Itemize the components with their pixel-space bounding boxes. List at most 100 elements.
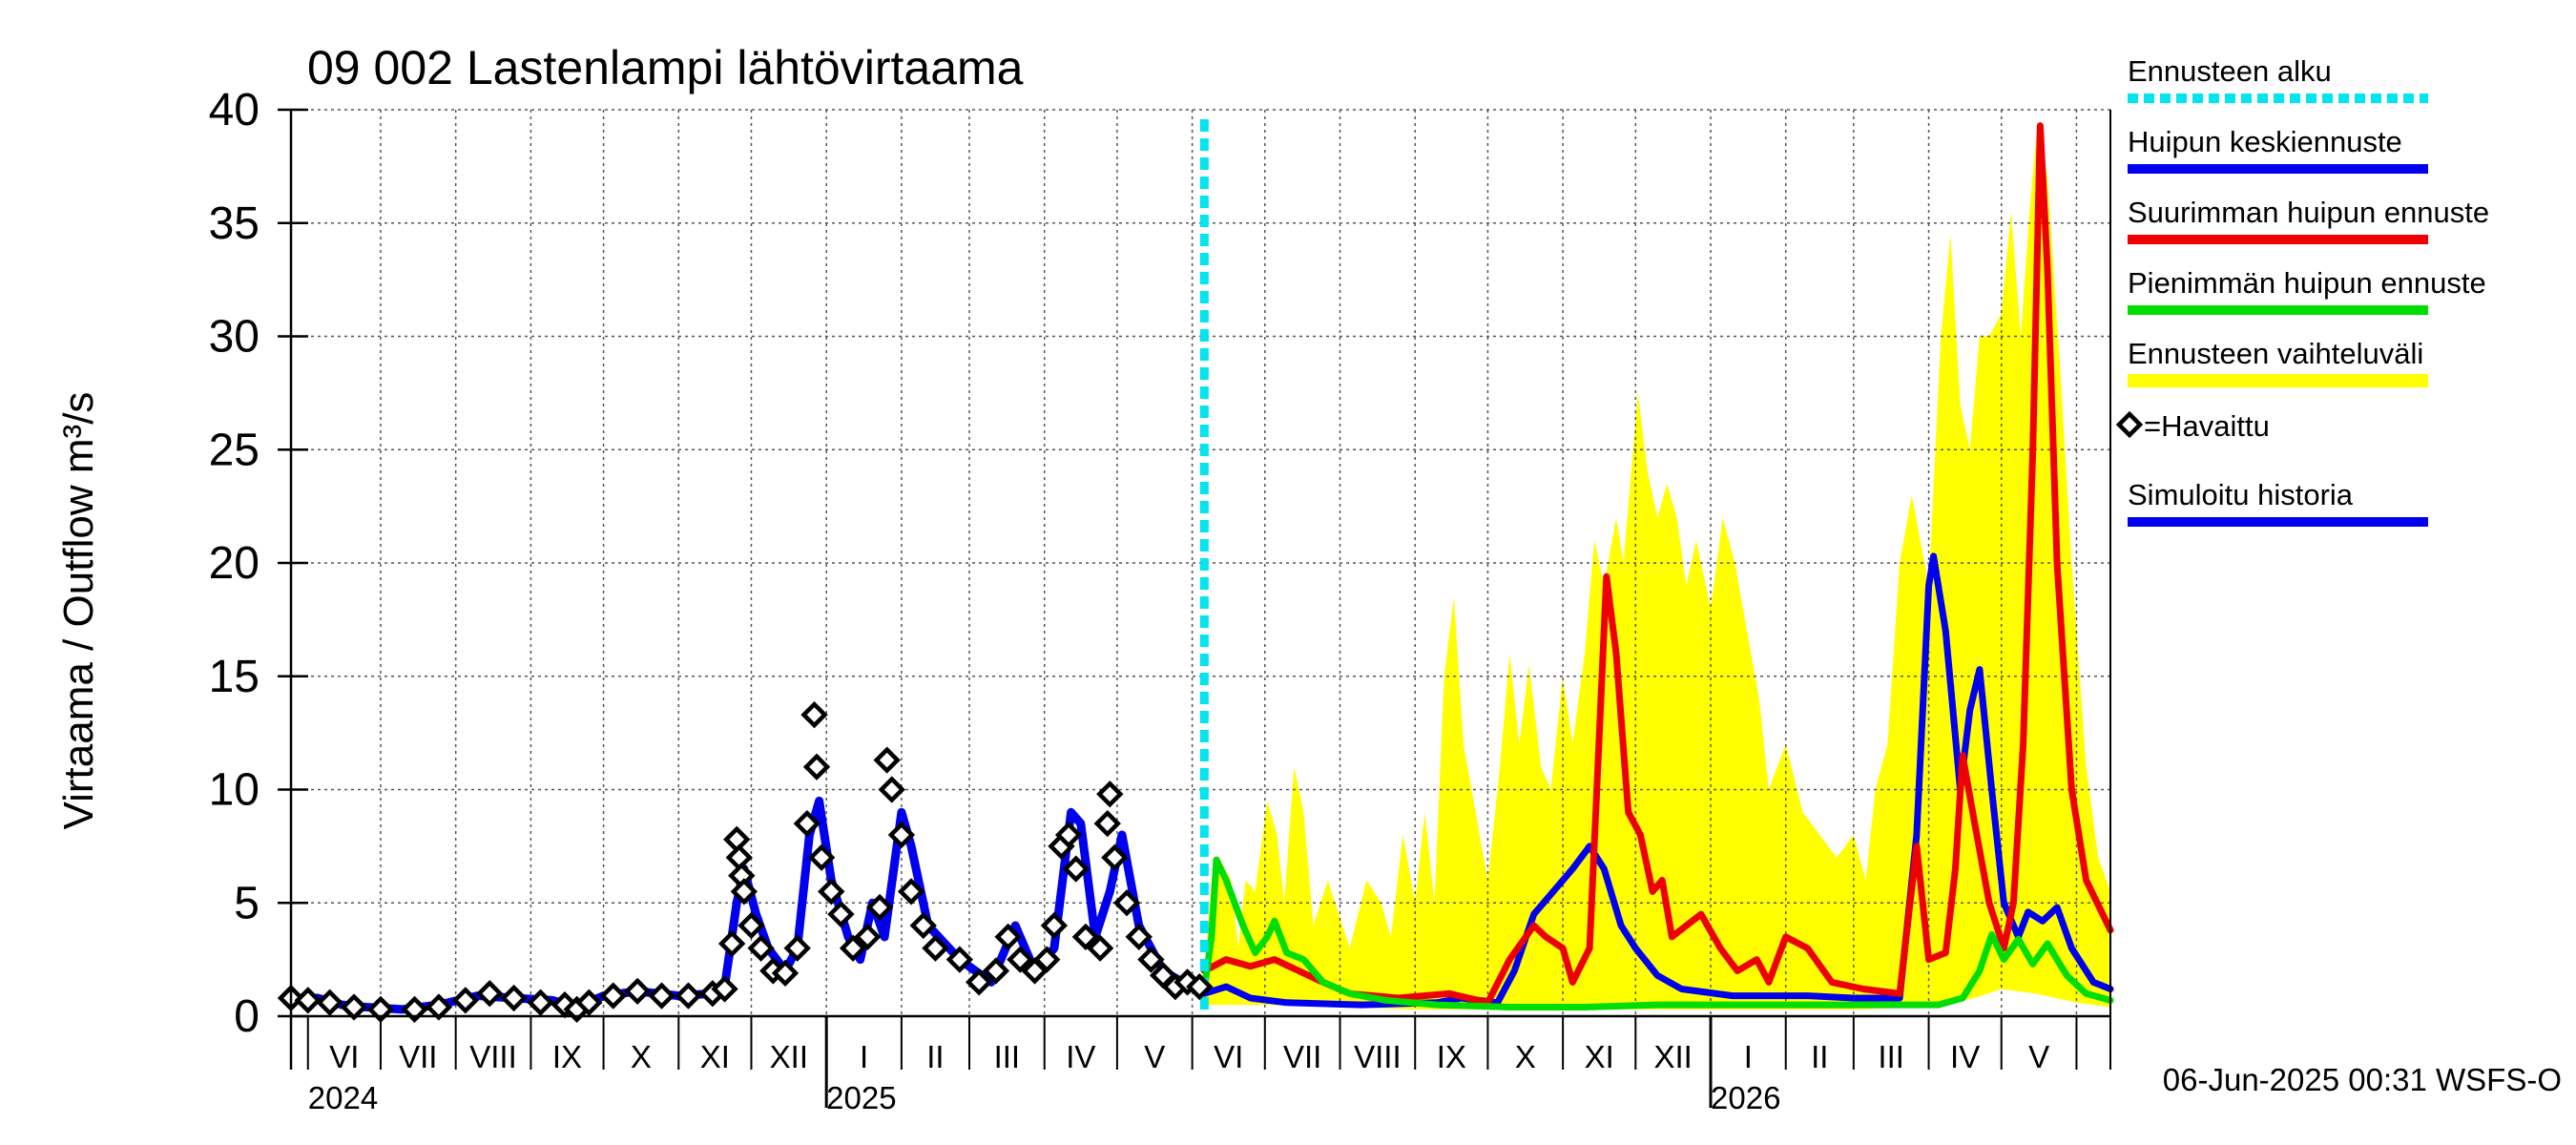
legend-symbol-5 [2115, 410, 2144, 439]
observed-point-34 [818, 878, 845, 906]
observed-point-62 [1125, 923, 1153, 951]
year-label-2026: 2026 [1711, 1080, 1780, 1115]
observed-point-25 [737, 911, 765, 940]
forecast-range-band [1204, 120, 2110, 1010]
observed-point-33 [807, 843, 836, 871]
observed-point-46 [965, 968, 993, 996]
observed-point-67 [1186, 972, 1214, 1001]
observed-point-36 [839, 934, 867, 962]
y-axis-label: Virtaama / Outflow m³/s [55, 392, 102, 830]
observed-point-14 [599, 982, 627, 1010]
legend-label-3: Pienimmän huipun ennuste [2128, 266, 2486, 300]
y-tick-label-5: 5 [234, 878, 260, 928]
observed-point-16 [648, 982, 675, 1010]
observed-point-9 [500, 984, 528, 1012]
observed-point-13 [575, 989, 603, 1016]
observed-point-40 [878, 776, 905, 803]
series-min [1200, 856, 2114, 1010]
observed-point-63 [1137, 946, 1165, 973]
month-label-11: V [1144, 1039, 1165, 1074]
observed-point-1 [294, 987, 322, 1014]
month-label-17: XI [1585, 1039, 1614, 1074]
observed-point-35 [827, 900, 855, 928]
observed-point-38 [865, 893, 894, 922]
observed-point-32 [802, 753, 831, 781]
y-tick-label-35: 35 [209, 198, 260, 249]
observed-point-42 [897, 878, 925, 906]
observed-point-59 [1096, 781, 1124, 808]
observed-point-2 [316, 989, 343, 1016]
series-layer [286, 122, 2114, 1014]
observed-point-26 [747, 934, 775, 962]
month-label-12: VI [1214, 1039, 1243, 1074]
legend-label-5: =Havaittu [2144, 409, 2270, 443]
month-label-13: VII [1283, 1039, 1321, 1074]
legend-label-1: Huipun keskiennuste [2128, 125, 2402, 158]
legend-label-0: Ennusteen alku [2128, 54, 2332, 88]
month-label-6: XII [770, 1039, 808, 1074]
y-tick-label-20: 20 [209, 538, 260, 589]
y-tick-label-25: 25 [209, 425, 260, 475]
observed-point-56 [1071, 923, 1100, 951]
month-label-10: IV [1066, 1039, 1095, 1074]
observed-point-8 [476, 980, 504, 1008]
observed-marker-layer [277, 700, 1214, 1024]
observed-point-60 [1101, 843, 1129, 871]
observed-point-45 [945, 946, 974, 973]
legend-label-4: Ennusteen vaihteluväli [2128, 337, 2423, 370]
observed-point-6 [425, 993, 453, 1021]
month-label-8: II [926, 1039, 944, 1074]
month-label-22: IV [1950, 1039, 1980, 1074]
month-label-9: III [994, 1039, 1021, 1074]
observed-point-28 [771, 959, 800, 988]
month-label-23: V [2028, 1039, 2049, 1074]
observed-point-57 [1086, 934, 1114, 962]
series-simulated [286, 796, 1209, 1014]
observed-point-3 [340, 993, 368, 1021]
observed-point-44 [922, 934, 949, 962]
observed-point-20 [717, 929, 746, 958]
observed-point-49 [1007, 946, 1034, 973]
month-label-1: VII [399, 1039, 437, 1074]
observed-point-43 [909, 911, 937, 940]
month-label-16: X [1515, 1039, 1536, 1074]
y-tick-label-40: 40 [209, 85, 260, 135]
observed-point-24 [730, 878, 758, 906]
legend-label-6: Simuloitu historia [2128, 478, 2354, 511]
observed-point-30 [793, 809, 821, 838]
observed-point-48 [994, 923, 1022, 951]
month-label-15: IX [1437, 1039, 1466, 1074]
footer-timestamp: 06-Jun-2025 00:31 WSFS-O [2163, 1062, 2562, 1097]
observed-point-61 [1112, 889, 1141, 917]
month-label-5: XI [700, 1039, 730, 1074]
observed-point-47 [982, 957, 1010, 985]
y-tick-label-10: 10 [209, 765, 260, 816]
observed-point-19 [711, 975, 738, 1003]
observed-point-15 [623, 977, 652, 1006]
month-label-4: X [631, 1039, 652, 1074]
month-label-19: I [1744, 1039, 1753, 1074]
chart-title: 09 002 Lastenlampi lähtövirtaama [307, 41, 1024, 94]
month-label-3: IX [552, 1039, 582, 1074]
observed-point-51 [1033, 946, 1061, 973]
month-label-18: XII [1653, 1039, 1692, 1074]
observed-point-41 [887, 821, 916, 849]
observed-point-37 [854, 923, 882, 951]
series-max [1200, 122, 2114, 1007]
observed-point-31 [800, 700, 828, 729]
observed-point-55 [1062, 855, 1090, 883]
month-label-20: II [1811, 1039, 1828, 1074]
observed-point-29 [783, 934, 811, 962]
observed-point-52 [1040, 911, 1069, 940]
month-label-14: VIII [1354, 1039, 1402, 1074]
month-label-7: I [860, 1039, 868, 1074]
month-label-0: VI [329, 1039, 359, 1074]
legend: Ennusteen alku Huipun keskiennuste Suurimm… [2115, 54, 2489, 527]
y-tick-label-15: 15 [209, 652, 260, 702]
year-label-2024: 2024 [308, 1080, 378, 1115]
year-label-2025: 2025 [826, 1080, 896, 1115]
observed-point-39 [873, 746, 901, 774]
y-tick-label-30: 30 [209, 312, 260, 363]
